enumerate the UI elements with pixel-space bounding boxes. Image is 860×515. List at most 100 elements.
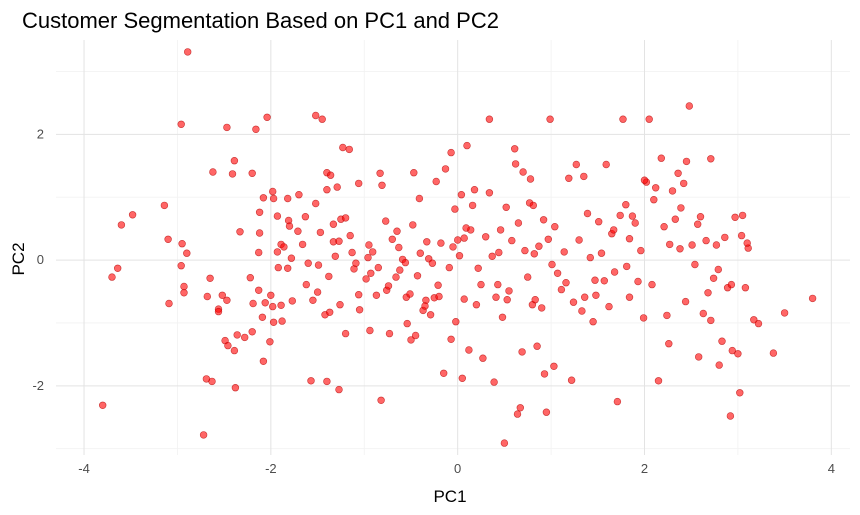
x-tick-label: -4 — [78, 461, 90, 476]
data-point — [285, 222, 294, 230]
data-point — [743, 239, 751, 247]
data-point — [462, 224, 470, 232]
data-point — [622, 262, 631, 271]
data-point — [597, 249, 606, 257]
data-point — [326, 171, 335, 179]
data-point — [255, 229, 264, 237]
data-point — [458, 374, 466, 382]
data-point — [355, 179, 363, 188]
data-point — [531, 296, 539, 304]
data-point — [505, 287, 513, 295]
data-point — [502, 203, 510, 212]
data-point — [269, 318, 278, 326]
data-point — [203, 292, 212, 301]
data-point — [445, 263, 453, 272]
data-point — [674, 169, 682, 178]
data-point — [539, 216, 548, 224]
data-point — [741, 284, 750, 292]
data-point — [231, 384, 240, 392]
data-point — [526, 175, 535, 183]
data-point — [586, 253, 594, 262]
data-point — [519, 168, 527, 176]
data-point — [619, 115, 627, 123]
data-point — [348, 248, 356, 257]
data-point — [249, 299, 257, 308]
data-point — [252, 125, 260, 134]
data-point — [269, 187, 277, 196]
data-point — [374, 263, 382, 272]
data-point — [654, 377, 663, 385]
data-point — [392, 273, 400, 281]
data-point — [485, 115, 494, 123]
data-points — [98, 48, 817, 447]
data-point — [323, 377, 331, 386]
data-point — [230, 157, 239, 165]
data-point — [339, 143, 347, 152]
data-point — [288, 297, 296, 305]
data-point — [266, 338, 274, 346]
data-point — [160, 201, 169, 210]
data-point — [355, 306, 364, 314]
data-point — [298, 240, 307, 249]
data-point — [440, 369, 448, 377]
data-point — [113, 264, 122, 272]
data-point — [470, 186, 479, 194]
data-point — [214, 307, 223, 316]
data-point — [553, 269, 562, 277]
data-point — [267, 291, 275, 299]
data-point — [401, 258, 410, 267]
data-point — [259, 357, 268, 365]
data-point — [457, 191, 466, 199]
data-point — [511, 160, 520, 168]
data-point — [580, 172, 588, 181]
data-point — [479, 354, 487, 362]
data-point — [246, 274, 255, 282]
data-point — [530, 250, 538, 258]
data-point — [575, 236, 583, 244]
data-point — [569, 298, 578, 306]
data-point — [699, 309, 707, 318]
data-point — [312, 111, 320, 120]
data-point — [485, 189, 494, 197]
data-point — [223, 296, 231, 304]
data-point — [261, 299, 269, 307]
data-point — [738, 211, 747, 220]
data-point — [183, 249, 191, 257]
data-point — [376, 169, 384, 178]
data-point — [409, 221, 417, 229]
data-point — [377, 396, 385, 404]
data-point — [341, 329, 350, 338]
data-point — [202, 375, 211, 383]
data-point — [712, 241, 721, 249]
data-point — [255, 208, 264, 217]
data-point — [503, 296, 511, 304]
data-point — [367, 269, 375, 277]
data-point — [218, 291, 227, 299]
data-point — [331, 252, 339, 260]
data-point — [660, 223, 668, 231]
data-point — [164, 235, 172, 244]
data-point — [668, 187, 677, 195]
data-point — [437, 239, 445, 247]
data-point — [726, 412, 735, 420]
data-point — [572, 160, 580, 169]
data-point — [378, 181, 386, 190]
data-point — [382, 217, 390, 225]
data-point — [496, 226, 505, 234]
data-point — [514, 219, 523, 227]
data-point — [600, 277, 608, 285]
data-point — [366, 326, 374, 335]
data-point — [625, 235, 634, 243]
data-point — [411, 331, 420, 340]
data-point — [537, 304, 546, 312]
x-axis-title: PC1 — [433, 487, 466, 506]
data-point — [255, 286, 263, 294]
data-point — [754, 319, 763, 328]
data-point — [241, 333, 249, 342]
data-point — [369, 248, 377, 256]
data-point — [640, 176, 649, 184]
data-point — [325, 272, 333, 281]
data-point — [209, 168, 217, 176]
data-point — [274, 263, 282, 272]
data-point — [224, 341, 232, 350]
